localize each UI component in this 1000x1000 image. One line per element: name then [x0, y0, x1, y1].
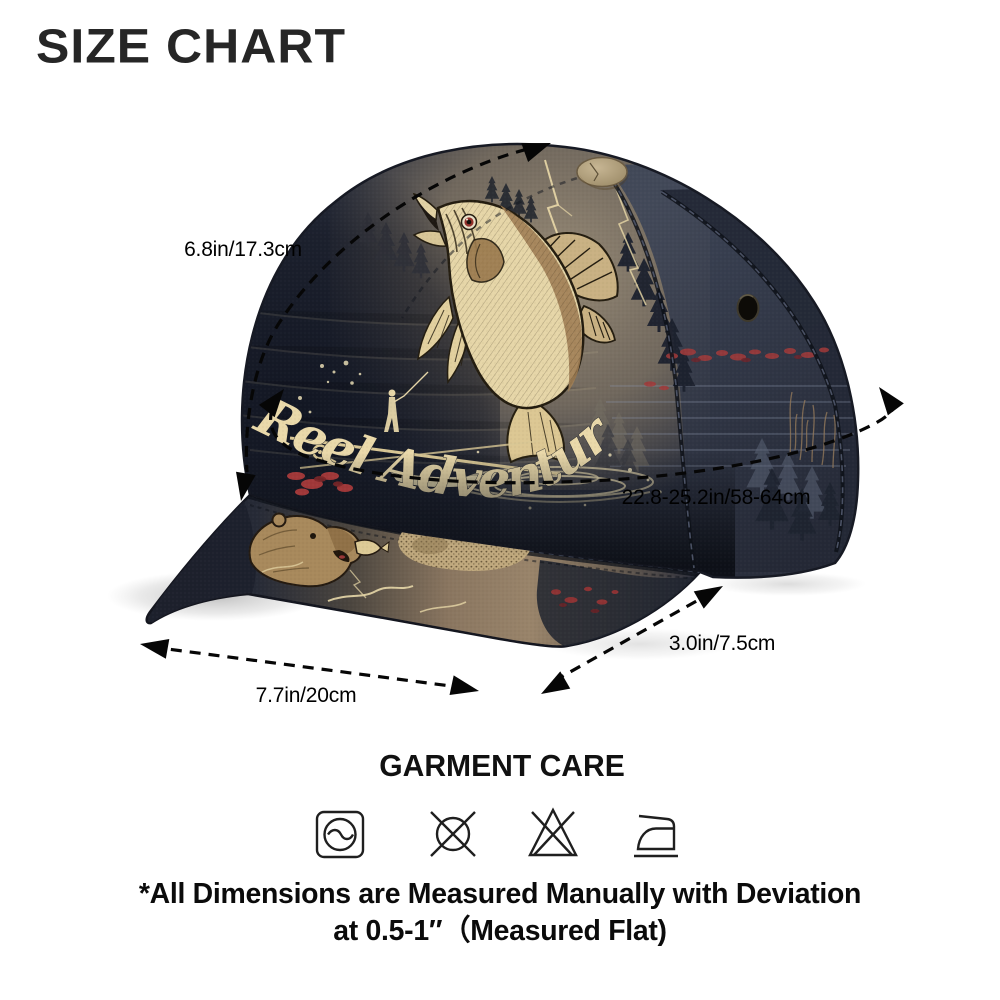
brim-length-arrow-line	[151, 645, 467, 690]
crown-height-arrow-line	[244, 143, 546, 473]
garment-care-title: GARMENT CARE	[379, 748, 625, 783]
disclaimer-line-2: at 0.5-1″（Measured Flat)	[333, 915, 667, 947]
measurement-arrows	[151, 143, 897, 690]
machine-wash-icon	[309, 803, 373, 865]
circumference-label: 22.8-25.2in/58-64cm	[621, 486, 811, 509]
disclaimer-line-1: *All Dimensions are Measured Manually wi…	[138, 878, 862, 910]
eyelet	[736, 294, 760, 322]
dimension-disclaimer: *All Dimensions are Measured Manually wi…	[10, 876, 990, 950]
cap-button	[576, 156, 629, 190]
crown-height-label: 6.8in/17.3cm	[184, 238, 302, 261]
do-not-tumble-dry-icon	[521, 801, 585, 863]
do-not-bleach-icon	[421, 803, 485, 865]
brim-side-arrow-line	[553, 592, 710, 683]
iron-icon	[625, 803, 689, 865]
cap-crown: Reel Adventure	[240, 142, 860, 579]
page-title: SIZE CHART	[36, 18, 346, 74]
circumference-arrow-line	[269, 399, 897, 485]
brim-length-label: 7.7in/20cm	[255, 684, 357, 707]
brim-side-label: 3.0in/7.5cm	[668, 632, 776, 655]
